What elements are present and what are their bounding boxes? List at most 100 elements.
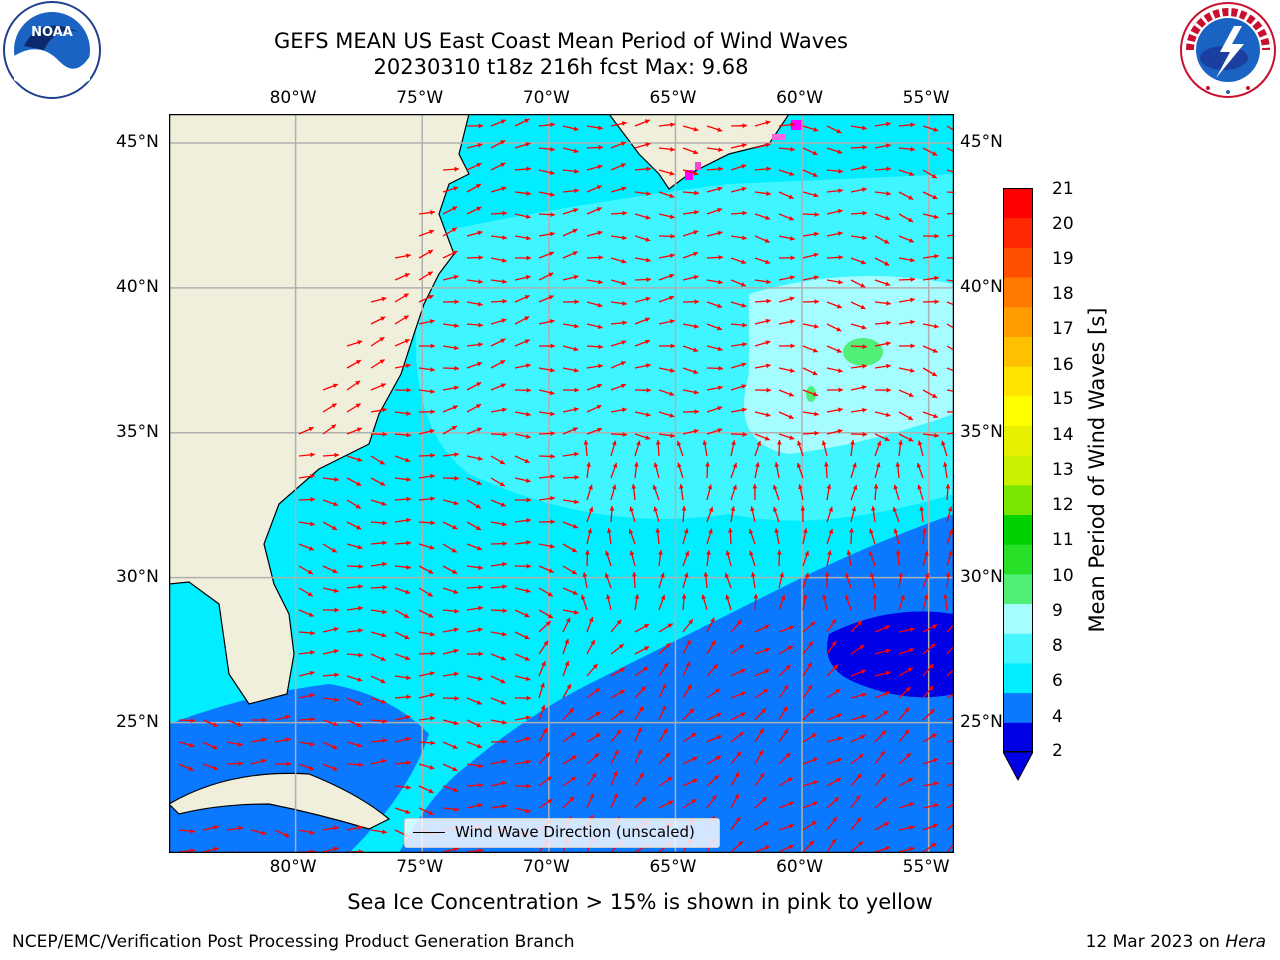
wave-direction-arrow bbox=[418, 807, 434, 816]
wave-direction-arrow bbox=[874, 648, 891, 655]
wave-direction-arrow bbox=[418, 210, 435, 215]
wave-direction-arrow bbox=[466, 719, 482, 728]
wave-direction-arrow bbox=[442, 741, 458, 750]
wave-direction-arrow bbox=[874, 363, 891, 369]
wave-direction-arrow bbox=[826, 640, 837, 655]
wave-direction-arrow bbox=[490, 186, 507, 193]
wave-direction-arrow bbox=[634, 119, 651, 127]
wave-direction-arrow bbox=[442, 806, 459, 812]
wave-direction-arrow bbox=[774, 528, 780, 545]
wave-direction-arrow bbox=[562, 147, 579, 154]
wave-direction-arrow bbox=[394, 455, 411, 463]
wave-direction-arrow bbox=[514, 316, 530, 325]
wave-direction-arrow bbox=[418, 631, 435, 637]
wave-direction-arrow bbox=[826, 367, 843, 373]
wave-direction-arrow bbox=[562, 168, 579, 174]
wave-direction-arrow bbox=[610, 793, 619, 809]
wave-direction-arrow bbox=[778, 594, 786, 611]
wave-direction-arrow bbox=[562, 274, 579, 281]
wave-direction-arrow bbox=[774, 462, 780, 479]
wave-direction-arrow bbox=[370, 316, 386, 325]
wave-direction-arrow bbox=[298, 630, 315, 636]
wave-direction-arrow bbox=[250, 717, 268, 723]
wave-direction-arrow bbox=[298, 587, 314, 597]
wave-direction-arrow bbox=[490, 139, 506, 149]
wave-direction-arrow bbox=[610, 462, 618, 479]
wave-direction-arrow bbox=[850, 669, 867, 677]
wave-direction-arrow bbox=[874, 166, 891, 172]
wave-direction-arrow bbox=[202, 846, 219, 853]
wave-direction-arrow bbox=[778, 191, 794, 200]
colorbar-tick-label: 21 bbox=[1052, 179, 1074, 199]
wave-direction-arrow bbox=[778, 389, 795, 397]
wave-direction-arrow bbox=[586, 363, 603, 369]
wave-direction-arrow bbox=[922, 275, 939, 281]
sea-ice-note: Sea Ice Concentration > 15% is shown in … bbox=[347, 890, 933, 914]
wave-direction-arrow bbox=[658, 146, 675, 152]
wave-direction-arrow bbox=[895, 462, 901, 479]
wave-direction-arrow bbox=[946, 169, 954, 173]
wave-direction-arrow bbox=[678, 484, 684, 501]
wave-direction-arrow bbox=[730, 407, 747, 413]
wave-direction-arrow bbox=[634, 685, 647, 699]
wave-direction-arrow bbox=[898, 572, 904, 589]
wave-direction-arrow bbox=[418, 249, 434, 259]
wave-direction-arrow bbox=[562, 323, 579, 329]
wave-direction-arrow bbox=[490, 359, 506, 369]
wave-direction-arrow bbox=[418, 343, 436, 349]
wave-direction-arrow bbox=[754, 772, 765, 787]
wave-direction-arrow bbox=[466, 543, 483, 551]
wave-direction-arrow bbox=[850, 125, 867, 131]
wave-direction-arrow bbox=[346, 741, 363, 748]
wave-direction-arrow bbox=[916, 462, 924, 479]
wave-direction-arrow bbox=[538, 496, 555, 501]
wave-direction-arrow bbox=[418, 473, 435, 479]
wave-direction-arrow bbox=[562, 565, 578, 575]
wave-direction-arrow bbox=[658, 705, 667, 721]
wave-direction-arrow bbox=[898, 277, 916, 282]
wave-direction-arrow bbox=[466, 763, 483, 769]
wave-direction-arrow bbox=[826, 323, 842, 332]
wave-direction-arrow bbox=[490, 759, 507, 765]
wave-direction-arrow bbox=[562, 755, 577, 765]
wave-direction-arrow bbox=[418, 565, 434, 574]
wave-direction-arrow bbox=[634, 257, 651, 263]
wave-direction-arrow bbox=[658, 594, 666, 611]
wave-direction-arrow bbox=[682, 409, 700, 415]
wave-direction-arrow bbox=[754, 796, 768, 809]
wave-direction-arrow bbox=[922, 685, 934, 699]
wave-direction-arrow bbox=[724, 572, 732, 589]
colorbar-tick-label: 14 bbox=[1052, 425, 1074, 445]
wave-direction-arrow bbox=[682, 528, 689, 545]
colorbar-cell bbox=[1003, 336, 1033, 367]
wave-direction-arrow bbox=[370, 718, 387, 724]
wave-direction-arrow bbox=[490, 608, 508, 613]
wave-direction-arrow bbox=[874, 729, 887, 743]
wave-direction-arrow bbox=[730, 462, 738, 479]
wave-direction-arrow bbox=[946, 783, 954, 787]
wave-direction-arrow bbox=[514, 715, 531, 721]
wave-direction-arrow bbox=[250, 758, 267, 765]
wave-direction-arrow bbox=[466, 651, 484, 657]
wave-direction-arrow bbox=[514, 518, 531, 523]
wave-direction-arrow bbox=[514, 477, 531, 483]
wave-direction-arrow bbox=[826, 231, 843, 237]
wave-direction-arrow bbox=[706, 166, 723, 172]
wave-direction-arrow bbox=[442, 366, 460, 371]
wave-direction-arrow bbox=[514, 191, 531, 196]
wave-direction-arrow bbox=[538, 798, 553, 809]
wave-direction-arrow bbox=[826, 301, 843, 309]
wave-direction-arrow bbox=[943, 594, 948, 611]
colorbar-cell bbox=[1003, 247, 1033, 278]
wave-direction-arrow bbox=[298, 609, 314, 617]
wave-direction-arrow bbox=[802, 801, 819, 809]
wave-direction-arrow bbox=[754, 845, 771, 853]
wave-direction-arrow bbox=[802, 411, 819, 417]
wave-direction-arrow bbox=[562, 208, 579, 215]
wave-direction-arrow bbox=[226, 719, 243, 727]
wave-direction-arrow bbox=[298, 670, 315, 677]
wave-direction-arrow bbox=[490, 477, 506, 487]
wave-direction-arrow bbox=[898, 257, 915, 263]
wave-direction-arrow bbox=[826, 664, 839, 677]
wave-direction-arrow bbox=[922, 299, 940, 305]
